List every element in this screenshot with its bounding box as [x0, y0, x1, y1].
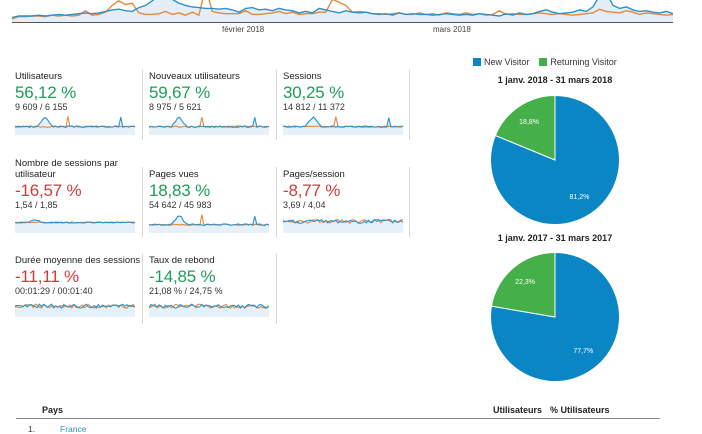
metric-change: -8,77 %	[283, 181, 341, 200]
pie-legend: New Visitor Returning Visitor	[473, 57, 617, 67]
metric-sparkline	[15, 116, 135, 135]
sparkline-current	[15, 219, 135, 224]
metric-card-users[interactable]: Utilisateurs 56,12 % 9 609 / 6 155	[15, 71, 143, 135]
card-divider	[276, 70, 277, 140]
table-row-country-link[interactable]: France	[60, 424, 87, 434]
sparkline-current	[15, 116, 135, 129]
legend-label: New Visitor	[484, 57, 530, 67]
metric-card-bounce-rate[interactable]: Taux de rebond -14,85 % 21,08 % / 24,75 …	[149, 255, 277, 317]
pie-slice-label: 22,3%	[515, 279, 535, 286]
metric-card-new-users[interactable]: Nouveaux utilisateurs 59,67 % 8 975 / 5 …	[149, 71, 277, 135]
metric-sparkline	[15, 303, 135, 317]
sparkline-current	[283, 218, 403, 224]
timeline-x-label-mar: mars 2018	[433, 25, 471, 34]
pie-chart-2018: 81,2% 18,8%	[490, 94, 620, 225]
sparkline-current	[283, 116, 403, 128]
metric-ratio: 3,69 / 4,04	[283, 200, 326, 210]
pie-slice-new-visitor[interactable]	[490, 251, 620, 382]
metric-title: Taux de rebond	[149, 255, 215, 266]
metric-title: Durée moyenne des sessions	[15, 255, 141, 266]
metric-change: 30,25 %	[283, 83, 344, 102]
metric-ratio: 00:01:29 / 00:01:40	[15, 286, 93, 296]
metric-card-pageviews[interactable]: Pages vues 18,83 % 54 642 / 45 983	[149, 169, 277, 233]
metric-sparkline	[149, 116, 269, 135]
metric-sparkline	[283, 218, 403, 233]
sparkline-area	[283, 219, 403, 233]
metric-ratio: 21,08 % / 24,75 %	[149, 286, 223, 296]
metric-title: Sessions	[283, 71, 322, 82]
metric-title: Utilisateurs	[15, 71, 62, 82]
sparkline-current	[149, 303, 269, 309]
pie-slice-label: 81,2%	[569, 194, 589, 201]
sparkline-current	[149, 116, 269, 129]
pie-title-2018: 1 janv. 2018 - 31 mars 2018	[497, 75, 613, 85]
metric-ratio: 8 975 / 5 621	[149, 102, 202, 112]
metric-ratio: 9 609 / 6 155	[15, 102, 68, 112]
metric-change: 59,67 %	[149, 83, 210, 102]
legend-item-new-visitor[interactable]: New Visitor	[473, 57, 529, 67]
metric-change: 18,83 %	[149, 181, 210, 200]
metric-ratio: 1,54 / 1,85	[15, 200, 58, 210]
metric-sparkline	[149, 214, 269, 233]
sparkline-area	[15, 117, 135, 135]
pie-slice-label: 77,7%	[573, 348, 593, 355]
table-header-users[interactable]: Utilisateurs	[493, 405, 543, 415]
timeline-previous-line	[11, 0, 674, 20]
pie-slice-label: 18,8%	[519, 119, 539, 126]
timeline-current-area	[12, 0, 673, 22]
sparkline-area	[283, 117, 403, 135]
table-row-index: 1.	[28, 424, 36, 434]
card-divider	[142, 254, 143, 324]
timeline-x-label-feb: février 2018	[222, 25, 265, 34]
legend-swatch-new-visitor	[473, 58, 481, 66]
table-header-users-pct[interactable]: % Utilisateurs	[550, 405, 610, 415]
table-header-country[interactable]: Pays	[42, 405, 64, 415]
card-divider	[409, 70, 410, 140]
card-divider	[276, 254, 277, 324]
metric-sparkline	[283, 116, 403, 135]
pie-title-2017: 1 janv. 2017 - 31 mars 2017	[497, 233, 613, 243]
metric-sparkline	[15, 219, 135, 233]
legend-swatch-returning-visitor	[539, 58, 548, 66]
metric-card-sessions-per-user[interactable]: Nombre de sessions par utilisateur -16,5…	[15, 158, 143, 233]
sparkline-area	[149, 216, 269, 233]
legend-item-returning-visitor[interactable]: Returning Visitor	[539, 57, 617, 67]
pie-slice-returning-visitor[interactable]	[494, 94, 556, 161]
metric-ratio: 54 642 / 45 983	[149, 200, 212, 210]
metric-ratio: 14 812 / 11 372	[283, 102, 345, 112]
card-divider	[409, 167, 410, 237]
metric-title: Pages/session	[283, 169, 345, 180]
timeline-current-line	[11, 0, 674, 19]
metric-change: 56,12 %	[15, 83, 76, 102]
table-header-rule	[16, 418, 660, 419]
card-divider	[276, 167, 277, 237]
pie-slice-returning-visitor[interactable]	[490, 251, 556, 318]
pie-chart-2017: 77,7% 22,3%	[490, 251, 620, 382]
sparkline-current	[149, 215, 269, 226]
metric-card-avg-session-duration[interactable]: Durée moyenne des sessions -11,11 % 00:0…	[15, 255, 143, 317]
sparkline-previous	[283, 218, 403, 225]
metric-title: Pages vues	[149, 169, 199, 180]
metric-card-pages-per-session[interactable]: Pages/session -8,77 % 3,69 / 4,04	[283, 169, 411, 233]
timeline-chart	[11, 0, 674, 23]
metric-sparkline	[149, 303, 269, 317]
metric-title: Nombre de sessions par utilisateur	[15, 158, 118, 180]
metric-card-sessions[interactable]: Sessions 30,25 % 14 812 / 11 372	[283, 71, 411, 135]
metric-change: -16,57 %	[15, 181, 82, 200]
metric-title: Nouveaux utilisateurs	[149, 71, 240, 82]
card-divider	[142, 70, 143, 140]
metric-change: -14,85 %	[149, 267, 216, 286]
card-divider	[142, 167, 143, 237]
legend-label: Returning Visitor	[550, 57, 617, 67]
sparkline-current	[15, 303, 135, 309]
metric-change: -11,11 %	[15, 267, 79, 286]
sparkline-area	[149, 117, 269, 135]
